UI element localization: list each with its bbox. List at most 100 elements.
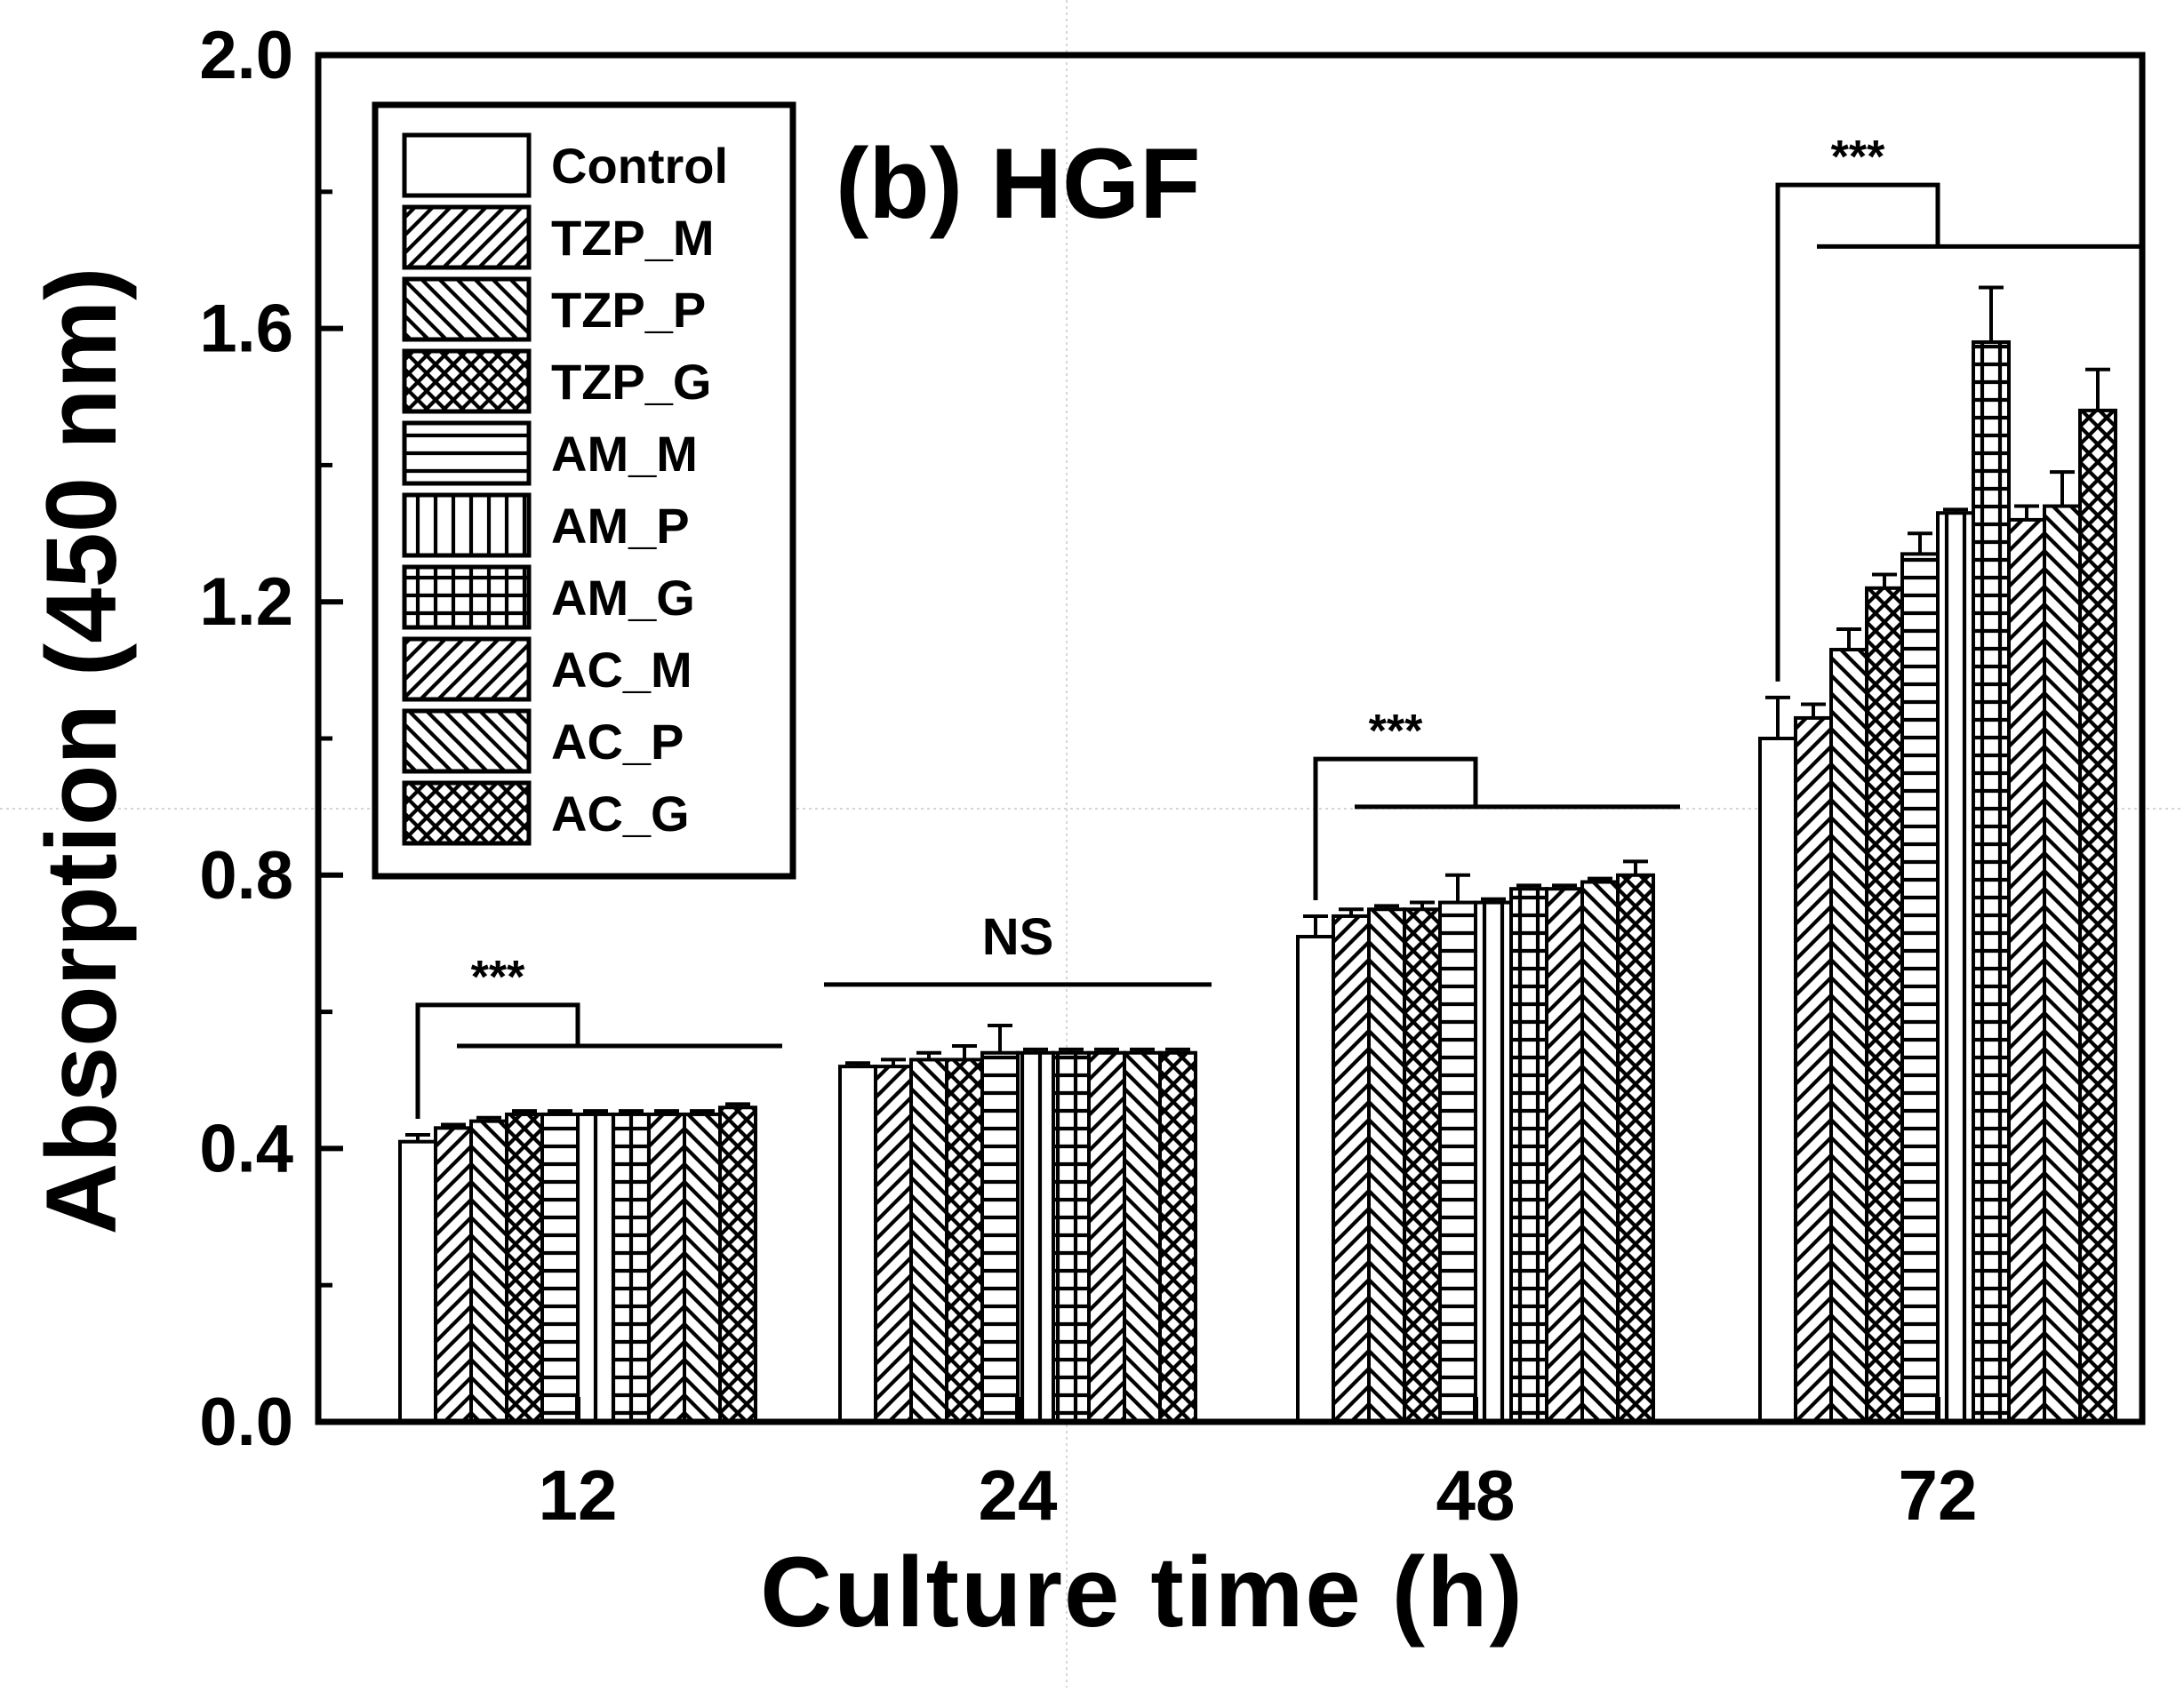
bar-am-p-48 [1474, 900, 1513, 1424]
legend-label-am-g: AM_G [551, 570, 695, 626]
bar-tzp-g-24 [945, 1058, 984, 1425]
bar-am-m-48 [1438, 900, 1477, 1424]
legend-swatch-am-g [402, 564, 532, 630]
bar-am-p-72 [1936, 511, 1975, 1424]
legend-label-tzp-p: TZP_P [551, 282, 706, 338]
legend-item-am-p: AM_P [402, 492, 690, 558]
bar-tzp-m-12 [434, 1126, 473, 1424]
x-tick-label-12: 12 [539, 1456, 618, 1535]
bar-am-g-24 [1052, 1050, 1091, 1424]
significance-bracket-48 [1313, 756, 1478, 900]
bar-am-m-12 [540, 1112, 580, 1424]
legend-item-tzp-m: TZP_M [402, 204, 715, 270]
legend-items: Control TZP_M TZP_P TZP_G AM_M AM_P AM_G AC_M AC… [402, 132, 728, 846]
legend-swatch-am-m [402, 420, 532, 486]
x-tick-label-24: 24 [979, 1456, 1058, 1535]
bar-tzp-m-48 [1332, 914, 1371, 1424]
legend-label-tzp-m: TZP_M [551, 210, 715, 266]
legend-label-ac-g: AC_G [551, 786, 690, 842]
bar-ac-m-48 [1545, 887, 1584, 1424]
legend-swatch-tzp-p [402, 276, 532, 342]
legend-label-am-p: AM_P [551, 498, 690, 554]
bar-am-m-24 [980, 1050, 1020, 1424]
bar-tzp-p-48 [1367, 907, 1406, 1424]
bar-am-p-12 [576, 1112, 615, 1424]
bar-tzp-g-72 [1865, 586, 1904, 1424]
significance-label-24: NS [982, 908, 1054, 966]
legend-label-ac-m: AC_M [551, 642, 692, 698]
legend-swatch-ac-p [402, 708, 532, 774]
legend-item-ac-p: AC_P [402, 708, 684, 774]
y-tick-label-0.0: 0.0 [199, 1385, 293, 1460]
legend-label-ac-p: AC_P [551, 714, 684, 770]
bar-ac-p-12 [683, 1112, 722, 1424]
legend-swatch-am-p [402, 492, 532, 558]
ticks-layer: 0.0 0.4 0.8 1.2 1.6 2.0 12 24 48 72 [199, 18, 1977, 1535]
bar-ac-m-72 [2007, 517, 2046, 1424]
y-tick-label-0.4: 0.4 [199, 1111, 293, 1186]
bar-am-g-48 [1509, 887, 1548, 1424]
legend-item-am-g: AM_G [402, 564, 695, 630]
legend-item-control: Control [402, 132, 728, 198]
legend-item-am-m: AM_M [402, 420, 698, 486]
bar-control-24 [838, 1065, 877, 1424]
bar-tzp-g-12 [505, 1112, 544, 1424]
legend-label-tzp-g: TZP_G [551, 354, 711, 410]
y-tick-label-1.6: 1.6 [199, 291, 293, 367]
bar-am-g-72 [1972, 339, 2011, 1425]
bar-ac-p-24 [1123, 1050, 1162, 1424]
bar-group-72 [1758, 285, 2117, 1425]
bar-control-12 [398, 1139, 437, 1424]
bar-am-g-12 [612, 1112, 651, 1424]
legend-item-tzp-g: TZP_G [402, 348, 711, 414]
bar-group-48 [1296, 859, 1655, 1424]
bar-group-12 [398, 1102, 757, 1424]
significance-label-12: *** [471, 952, 525, 1003]
bar-ac-g-48 [1616, 873, 1655, 1424]
bar-group-24 [838, 1023, 1197, 1425]
legend-swatch-tzp-m [402, 204, 532, 270]
y-tick-label-1.2: 1.2 [199, 564, 293, 640]
bar-control-48 [1296, 935, 1335, 1424]
bar-am-p-24 [1016, 1050, 1055, 1424]
bar-tzp-g-48 [1403, 907, 1442, 1424]
legend-swatch-tzp-g [402, 348, 532, 414]
significance-12: *** [415, 952, 782, 1120]
bar-control-72 [1758, 737, 1797, 1424]
bar-ac-p-72 [2043, 504, 2082, 1424]
legend-label-am-m: AM_M [551, 426, 698, 482]
bar-ac-g-24 [1158, 1050, 1197, 1424]
legend-swatch-ac-g [402, 780, 532, 846]
legend-label-control: Control [551, 138, 728, 194]
bar-ac-g-72 [2078, 408, 2117, 1424]
bar-ac-p-48 [1580, 880, 1620, 1424]
bar-ac-g-12 [718, 1105, 757, 1424]
bar-tzp-m-24 [874, 1065, 913, 1424]
bar-am-m-72 [1900, 552, 1940, 1424]
significance-72: *** [1775, 132, 2142, 682]
legend-swatch-control [402, 132, 532, 198]
bar-tzp-m-72 [1794, 715, 1833, 1424]
significance-label-48: *** [1369, 706, 1423, 757]
x-axis-label: Culture time (h) [760, 1536, 1524, 1648]
significance-label-72: *** [1831, 132, 1885, 183]
significance-bracket-72 [1775, 182, 1940, 682]
bar-ac-m-24 [1087, 1050, 1126, 1424]
bar-tzp-p-24 [909, 1058, 948, 1425]
y-tick-label-0.8: 0.8 [199, 838, 293, 914]
bar-ac-m-12 [647, 1112, 686, 1424]
y-tick-label-2.0: 2.0 [199, 18, 293, 93]
legend: Control TZP_M TZP_P TZP_G AM_M AM_P AM_G AC_M AC… [372, 101, 796, 880]
annotation-layer: *** NS *** *** [415, 132, 2142, 1120]
legend-item-ac-m: AC_M [402, 636, 692, 702]
y-axis-label: Absorption (450 nm) [26, 267, 137, 1235]
legend-swatch-ac-m [402, 636, 532, 702]
significance-24: NS [824, 908, 1212, 987]
bar-tzp-p-12 [469, 1119, 508, 1424]
significance-bracket-12 [415, 1002, 580, 1120]
chart-title: (b) HGF [836, 128, 1201, 239]
legend-item-tzp-p: TZP_P [402, 276, 706, 342]
bar-tzp-p-72 [1829, 648, 1868, 1424]
